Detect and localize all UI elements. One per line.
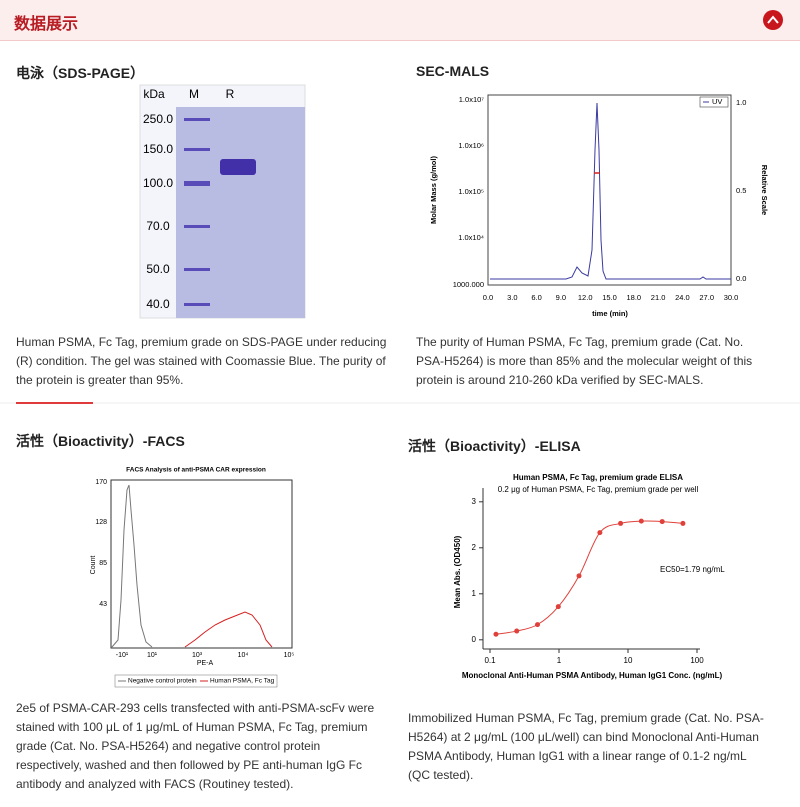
caption: Immobilized Human PSMA, Fc Tag, premium … [408, 711, 764, 782]
data-point [576, 573, 582, 579]
x-tick-label: 3.0 [507, 293, 517, 302]
lane-label: R [226, 87, 235, 101]
x-tick-label: 0.1 [484, 656, 496, 665]
y-tick-label: 128 [95, 519, 107, 526]
x-tick-label: 15.0 [602, 293, 617, 302]
data-point [555, 604, 561, 610]
y-tick-label: 1.0x10⁴ [458, 233, 484, 242]
figure-title: Human PSMA, Fc Tag, premium grade ELISA [513, 473, 683, 482]
y2-axis-label: Relative Scale [760, 165, 769, 215]
x-tick-label: 10¹ [147, 652, 158, 659]
y-tick-label: 3 [472, 497, 477, 506]
y-tick-label: 43 [99, 601, 107, 608]
panel-heading: 活性（Bioactivity）-ELISA [408, 438, 581, 454]
data-point [659, 519, 665, 525]
x-tick-label: 10⁵ [284, 652, 295, 659]
caption: Human PSMA, Fc Tag, premium grade on SDS… [16, 335, 387, 387]
panel-heading: 活性（Bioactivity）-FACS [16, 433, 185, 449]
x-tick-label: -10¹ [116, 652, 129, 659]
data-point [680, 520, 686, 526]
gel-unit: kDa [143, 87, 165, 101]
legend-label: Negative control protein [128, 678, 197, 685]
y-tick-label: 1000.000 [453, 280, 484, 289]
x-tick-label: 9.0 [556, 293, 566, 302]
marker-label: 50.0 [146, 262, 170, 276]
panel-heading: SEC-MALS [416, 63, 490, 79]
x-tick-label: 24.0 [675, 293, 690, 302]
annotation: EC50=1.79 ng/mL [660, 565, 725, 574]
y-axis-label: Count [90, 556, 97, 575]
y2-tick-label: 1.0 [736, 98, 746, 107]
x-tick-label: 27.0 [699, 293, 714, 302]
x-axis-label: Monoclonal Anti-Human PSMA Antibody, Hum… [462, 671, 723, 680]
x-tick-label: 12.0 [578, 293, 593, 302]
y-tick-label: 1.0x10⁶ [458, 141, 484, 150]
lane-label: M [189, 87, 199, 101]
x-tick-label: 0.0 [483, 293, 493, 302]
caption: 2e5 of PSMA-CAR-293 cells transfected wi… [16, 701, 375, 791]
x-tick-label: 21.0 [651, 293, 666, 302]
sec-mals-figure: 1.0x10⁷ 1.0x10⁶ 1.0x10⁵ 1.0x10⁴ 1000.000… [429, 94, 769, 318]
y2-tick-label: 0.5 [736, 186, 746, 195]
legend-label: UV [712, 97, 722, 106]
y-tick-label: 1 [472, 589, 477, 598]
marker-label: 250.0 [143, 112, 173, 126]
y2-tick-label: 0.0 [736, 274, 746, 283]
caption: The purity of Human PSMA, Fc Tag, premiu… [416, 335, 753, 387]
x-tick-label: 100 [690, 656, 704, 665]
data-point [638, 518, 644, 524]
x-tick-label: 6.0 [531, 293, 541, 302]
elisa-figure: Human PSMA, Fc Tag, premium grade ELISA … [453, 473, 725, 680]
x-tick-label: 1 [557, 656, 562, 665]
collapse-button[interactable] [763, 10, 783, 30]
marker-label: 70.0 [146, 219, 170, 233]
y-tick-label: 2 [472, 543, 477, 552]
x-tick-label: 30.0 [724, 293, 739, 302]
header: 数据展示 [0, 0, 800, 41]
y-axis-label: Molar Mass (g/mol) [429, 156, 438, 224]
y-tick-label: 1.0x10⁷ [459, 95, 485, 104]
y-tick-label: 85 [99, 560, 107, 567]
data-point [597, 530, 603, 536]
x-tick-label: 18.0 [626, 293, 641, 302]
marker-label: 40.0 [146, 297, 170, 311]
marker-label: 100.0 [143, 176, 173, 190]
figure-subtitle: 0.2 μg of Human PSMA, Fc Tag, premium gr… [498, 485, 699, 494]
data-point [618, 520, 624, 526]
figure-title: FACS Analysis of anti-PSMA CAR expressio… [126, 467, 266, 474]
y-tick-label: 0 [472, 635, 477, 644]
gel-image: kDa M R 250.0 150.0 100.0 70.0 50.0 40.0 [139, 84, 306, 319]
data-point [493, 631, 499, 637]
panel-heading: 电泳（SDS-PAGE） [16, 65, 145, 81]
header-title: 数据展示 [14, 16, 79, 33]
data-point [535, 622, 541, 628]
fit-curve [495, 520, 683, 635]
y-tick-label: 170 [95, 479, 107, 486]
x-axis-label: PE-A [197, 660, 214, 667]
facs-figure: FACS Analysis of anti-PSMA CAR expressio… [90, 467, 295, 688]
data-point [514, 628, 520, 634]
x-tick-label: 10⁴ [238, 652, 249, 659]
y-axis-label: Mean Abs. (OD450) [453, 535, 462, 608]
x-axis-label: time (min) [592, 309, 628, 318]
x-tick-label: 10³ [192, 652, 203, 659]
x-tick-label: 10 [624, 656, 633, 665]
marker-label: 150.0 [143, 142, 173, 156]
y-tick-label: 1.0x10⁵ [458, 187, 484, 196]
legend-label: Human PSMA, Fc Tag [210, 678, 275, 685]
